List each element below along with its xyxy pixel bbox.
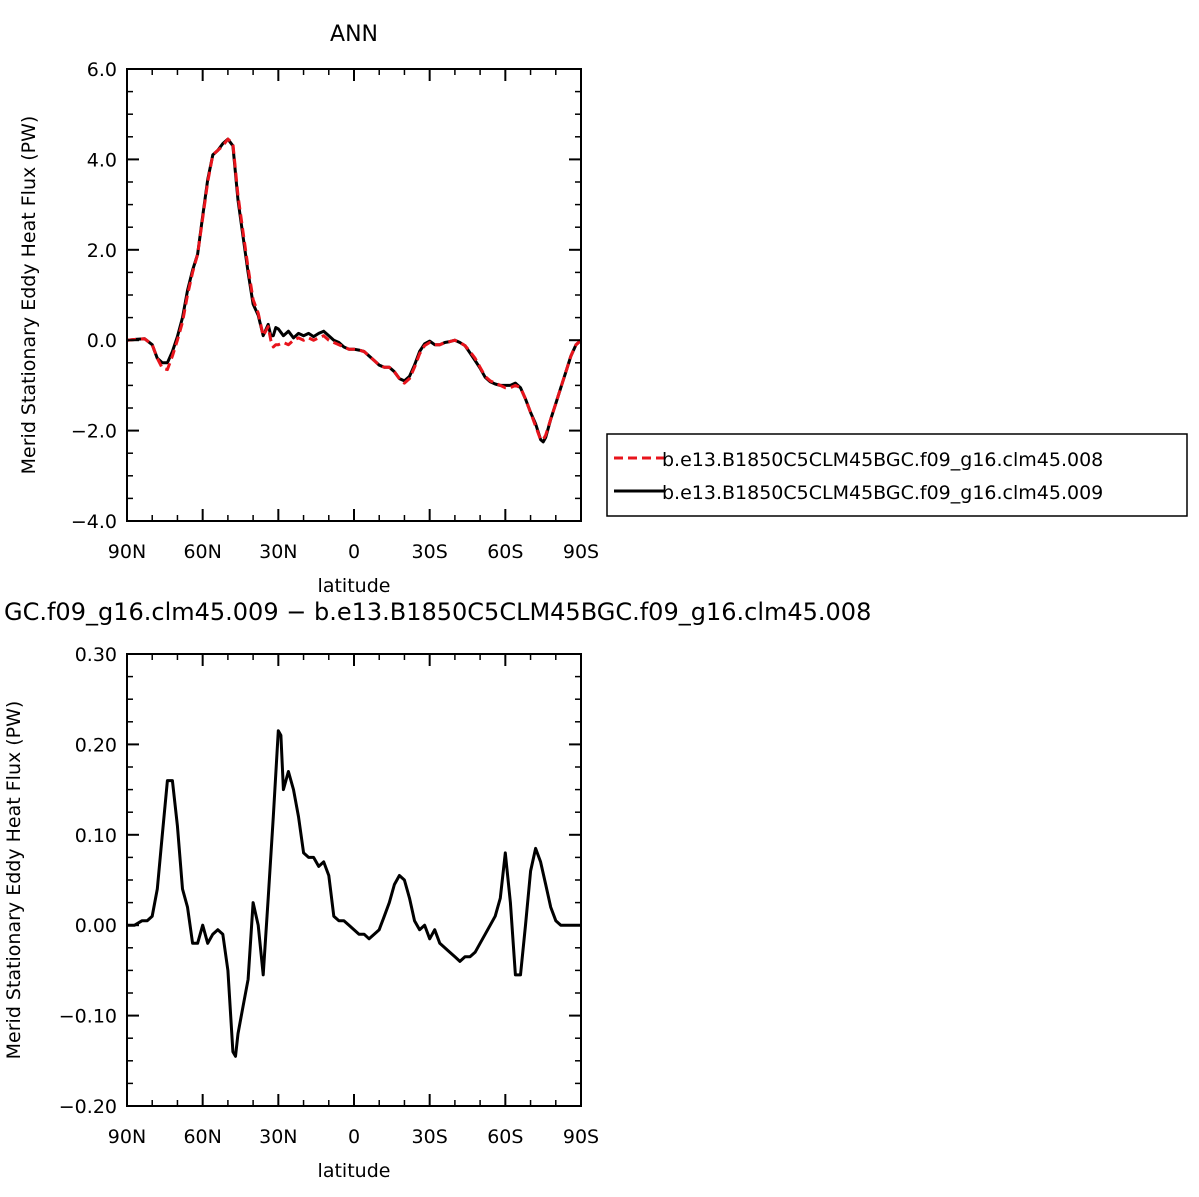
legend-label-series-1: b.e13.B1850C5CLM45BGC.f09_g16.clm45.008 bbox=[662, 449, 1103, 471]
top-x-tick-label: 30S bbox=[412, 541, 448, 563]
top-series-2-line bbox=[126, 137, 583, 444]
top-series-1-line bbox=[126, 137, 583, 442]
bottom-chart-ticks: 90N 60N 30N 0 30S 60S 90S −0.20 −0.10 0.00 0.10 0.2… bbox=[59, 644, 599, 1148]
bottom-x-tick-label: 30S bbox=[412, 1126, 448, 1148]
bottom-y-tick-label: 0.00 bbox=[75, 915, 117, 937]
top-x-tick-label: 90S bbox=[563, 541, 599, 563]
top-x-tick-label: 60S bbox=[487, 541, 523, 563]
top-chart-ticks: 90N 60N 30N 0 30S 60S 90S −4.0 −2.0 0.0 2.0 4.0 6.0 bbox=[71, 59, 599, 563]
legend-box bbox=[606, 433, 1188, 517]
top-y-tick-label: 4.0 bbox=[87, 149, 117, 171]
bottom-x-tick-label: 60N bbox=[183, 1126, 221, 1148]
bottom-x-tick-label: 60S bbox=[487, 1126, 523, 1148]
top-plot-frame bbox=[126, 68, 582, 522]
bottom-x-axis-label: latitude bbox=[318, 1160, 391, 1182]
bottom-chart-title: GC.f09_g16.clm45.009 − b.e13.B1850C5CLM4… bbox=[4, 598, 871, 626]
bottom-chart-lines bbox=[127, 729, 581, 1058]
top-x-tick-label: 60N bbox=[183, 541, 221, 563]
bottom-y-tick-label: −0.10 bbox=[59, 1006, 117, 1028]
bottom-series-1-line bbox=[127, 729, 581, 1058]
bottom-y-axis-label: Merid Stationary Eddy Heat Flux (PW) bbox=[3, 701, 25, 1060]
top-chart: ANN 90N 60N 30N 0 30S 60S 90S −4.0 −2.0 0.0 2.0 4.0… bbox=[18, 22, 1188, 597]
bottom-chart: GC.f09_g16.clm45.009 − b.e13.B1850C5CLM4… bbox=[3, 598, 871, 1182]
top-y-tick-label: −4.0 bbox=[71, 511, 117, 533]
top-chart-title: ANN bbox=[330, 22, 378, 47]
top-y-tick-label: −2.0 bbox=[71, 421, 117, 443]
bottom-plot-frame bbox=[126, 653, 582, 1107]
bottom-y-tick-label: 0.20 bbox=[75, 734, 117, 756]
bottom-x-tick-label: 0 bbox=[348, 1126, 360, 1148]
top-x-axis-label: latitude bbox=[318, 575, 391, 597]
top-x-tick-label: 90N bbox=[108, 541, 146, 563]
top-x-tick-label: 0 bbox=[348, 541, 360, 563]
top-y-tick-label: 2.0 bbox=[87, 240, 117, 262]
bottom-y-tick-label: 0.10 bbox=[75, 825, 117, 847]
top-y-tick-label: 0.0 bbox=[87, 330, 117, 352]
top-chart-lines bbox=[126, 137, 583, 444]
top-y-tick-label: 6.0 bbox=[87, 59, 117, 81]
bottom-y-tick-label: −0.20 bbox=[59, 1096, 117, 1118]
bottom-y-tick-label: 0.30 bbox=[75, 644, 117, 666]
bottom-x-tick-label: 30N bbox=[259, 1126, 297, 1148]
top-y-axis-label: Merid Stationary Eddy Heat Flux (PW) bbox=[18, 116, 40, 475]
top-legend: b.e13.B1850C5CLM45BGC.f09_g16.clm45.008 … bbox=[606, 433, 1188, 517]
bottom-x-tick-label: 90S bbox=[563, 1126, 599, 1148]
bottom-x-tick-label: 90N bbox=[108, 1126, 146, 1148]
top-x-tick-label: 30N bbox=[259, 541, 297, 563]
legend-label-series-2: b.e13.B1850C5CLM45BGC.f09_g16.clm45.009 bbox=[662, 482, 1103, 504]
